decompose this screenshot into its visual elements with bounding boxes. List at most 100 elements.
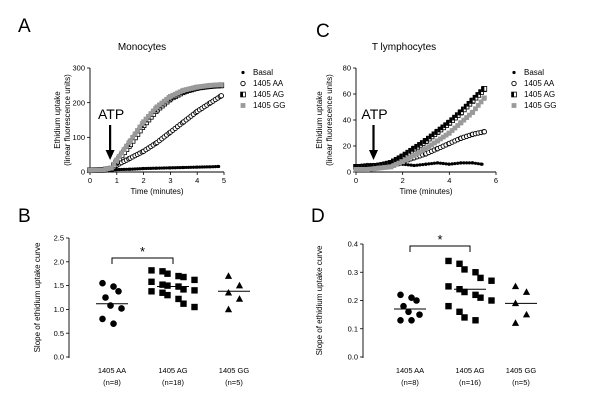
data-point-1405-gg — [105, 166, 111, 172]
data-point-basal — [421, 162, 425, 167]
data-point-1405-gg — [426, 144, 432, 150]
data-point-1405-ag-half — [379, 162, 383, 168]
data-point-basal — [187, 165, 191, 169]
data-point-1405-gg — [197, 84, 203, 90]
data-point-basal — [406, 163, 410, 167]
data-point-1405-aa — [110, 283, 117, 290]
data-point-1405-gg — [382, 165, 388, 170]
data-point-1405-gg — [373, 166, 379, 171]
data-point-1405-gg — [101, 167, 106, 173]
data-point-1405-gg — [420, 148, 426, 153]
data-point-1405-ag-half — [376, 163, 380, 168]
data-point-1405-gg — [408, 154, 414, 160]
data-point-basal — [160, 166, 164, 170]
data-point-1405-gg — [141, 119, 146, 125]
data-point-1405-gg — [143, 116, 149, 122]
data-point-1405-gg — [475, 102, 481, 108]
data-point-1405-gg — [191, 85, 196, 91]
x-tick-label: 2 — [401, 176, 405, 185]
panel-letter-c: C — [316, 21, 330, 42]
y-tick-label: 200 — [72, 98, 85, 107]
y-tick-label: 20 — [343, 142, 351, 151]
y-axis-label: Slope of ethidium uptake curve — [33, 242, 42, 352]
data-point-basal — [213, 164, 218, 169]
data-point-1405-ag — [159, 281, 166, 288]
category-n-label: (n=8) — [401, 378, 419, 387]
data-point-1405-ag — [175, 295, 182, 303]
data-point-1405-ag-half — [449, 117, 453, 123]
data-point-1405-ag — [164, 291, 171, 299]
data-point-1405-gg — [400, 159, 406, 164]
data-point-basal — [447, 162, 451, 166]
x-tick-label: 0 — [354, 176, 358, 185]
data-point-1405-ag-half — [429, 134, 432, 139]
data-point-1405-gg — [94, 167, 100, 173]
data-point-1405-ag — [159, 289, 166, 296]
legend-label: 1405 GG — [524, 101, 556, 110]
group-1405-gg — [218, 272, 250, 313]
data-point-1405-gg — [470, 109, 476, 115]
data-point-1405-gg — [438, 136, 443, 142]
data-point-1405-gg — [119, 150, 125, 156]
data-point-1405-gg — [199, 84, 205, 89]
data-point-basal — [195, 165, 199, 169]
data-point-1405-gg — [135, 128, 140, 133]
x-axis-label: Time (minutes) — [399, 187, 452, 196]
data-point-basal — [444, 162, 448, 166]
data-point-1405-ag — [445, 257, 452, 265]
data-point-1405-gg — [417, 149, 423, 155]
legend-marker-1405-gg — [240, 103, 246, 108]
panel-letter-a: A — [18, 16, 31, 37]
category-label: 1405 GG — [219, 366, 250, 375]
category-label: 1405 AG — [455, 366, 484, 375]
legend-marker-1405-ag — [240, 91, 246, 98]
data-point-1405-gg — [90, 167, 95, 173]
data-point-1405-gg — [208, 82, 213, 88]
x-tick-label: 0 — [88, 176, 92, 185]
data-point-1405-gg — [435, 138, 441, 144]
data-point-1405-aa — [400, 302, 407, 310]
data-point-basal — [441, 161, 445, 166]
significance-bracket — [409, 245, 471, 252]
data-point-1405-gg — [224, 305, 233, 313]
data-point-1405-aa — [397, 316, 404, 324]
data-point-1405-gg — [188, 86, 194, 91]
y-tick-label: 100 — [72, 133, 85, 142]
data-point-1405-gg — [161, 98, 167, 104]
data-point-1405-ag — [164, 270, 171, 277]
x-tick-label: 5 — [222, 176, 226, 185]
y-tick-label: 40 — [343, 116, 351, 125]
data-point-basal — [168, 166, 172, 170]
legend-label: Basal — [253, 68, 273, 77]
x-tick-label: 4 — [447, 176, 451, 185]
data-point-1405-ag-half — [435, 129, 438, 135]
data-point-1405-gg — [414, 151, 420, 156]
data-point-1405-gg — [194, 84, 200, 90]
data-point-basal — [202, 165, 207, 169]
y-tick-label: 2.0 — [54, 257, 64, 266]
data-point-1405-ag-half — [405, 150, 409, 156]
y-axis-label-line-2: (linear fluorescence units) — [63, 74, 72, 166]
atp-arrow-head — [369, 150, 378, 160]
data-point-1405-gg — [449, 128, 455, 133]
data-point-1405-aa — [99, 279, 106, 287]
y-tick-label: 0.1 — [348, 324, 358, 333]
data-point-1405-ag — [180, 300, 187, 307]
data-point-1405-gg — [376, 165, 382, 171]
data-point-basal — [184, 165, 188, 170]
data-point-basal — [430, 161, 434, 166]
data-point-basal — [471, 161, 475, 165]
atp-arrow-head — [105, 150, 115, 160]
data-point-basal — [171, 166, 175, 170]
x-tick-label: 1 — [115, 176, 119, 185]
data-point-1405-ag-half — [408, 148, 412, 154]
data-point-1405-ag-half — [394, 157, 397, 163]
data-point-1405-ag — [478, 89, 484, 95]
data-point-1405-gg — [464, 115, 469, 121]
data-point-basal — [476, 162, 480, 166]
data-point-basal — [418, 163, 422, 167]
data-point-1405-gg — [213, 82, 218, 88]
data-point-basal — [146, 166, 151, 171]
data-point-1405-gg — [87, 167, 93, 173]
